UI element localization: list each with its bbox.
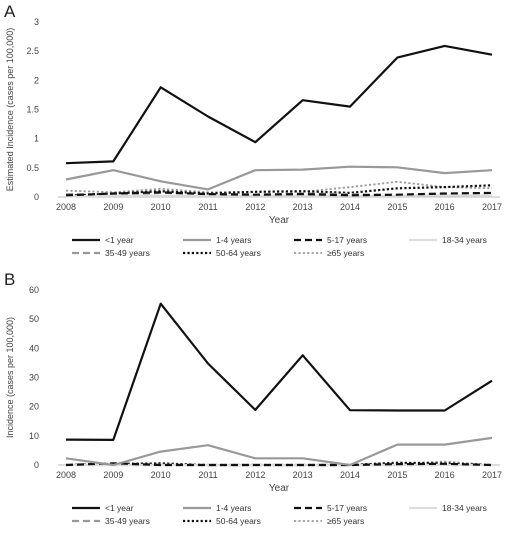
x-tick-label: 2011 [198,202,217,212]
series-line [65,436,493,467]
x-tick-label: 2016 [435,202,455,212]
y-tick-label: 10 [29,431,39,441]
legend-label: 5-17 years [327,503,367,513]
series-line [65,44,493,165]
panel-label: B [4,270,16,289]
y-tick-label: 1 [34,134,39,144]
y-tick-label: 20 [29,402,39,412]
legend-label: 35-49 years [105,248,150,258]
panel-label: A [4,2,16,21]
series-line [65,165,493,191]
legend-label: 5-17 years [327,235,367,245]
series-line [65,194,492,198]
legend-label: 1-4 years [216,503,251,513]
y-axis-label: Estimated Incidence (cases per 100,000) [5,28,15,192]
x-tick-label: 2016 [435,470,455,480]
x-tick-label: 2008 [56,202,76,212]
series-line [65,191,493,197]
y-tick-label: 0.5 [26,163,39,173]
y-tick-label: 1.5 [26,105,39,115]
y-tick-label: 3 [34,17,39,27]
chart-panel-b: B 0 10 20 30 40 50 60 2008 2009 2010 2011 2012 2013 2… [0,268,520,536]
series-line [65,462,493,467]
series-line [65,302,493,441]
legend-label: 18-34 years [442,235,487,245]
x-tick-label: 2012 [245,202,265,212]
x-tick-label: 2009 [103,470,123,480]
x-tick-label: 2013 [293,202,313,212]
x-tick-label: 2013 [293,470,313,480]
y-tick-label: 0 [34,460,39,470]
legend-label: <1 year [105,503,134,513]
chart-b-svg: 0 10 20 30 40 50 60 2008 2009 2010 2011 2012 2013 201… [5,285,502,526]
x-tick-label: 2017 [482,202,502,212]
x-tick-label: 2012 [245,470,265,480]
x-tick-label: 2011 [198,470,217,480]
y-tick-label: 60 [29,285,39,295]
y-axis-label: Incidence (cases per 100,000) [5,317,15,438]
x-tick-label: 2014 [340,470,360,480]
x-tick-label: 2010 [151,202,171,212]
x-tick-label: 2010 [151,470,171,480]
legend-label: 18-34 years [442,503,487,513]
x-tick-label: 2015 [387,202,407,212]
legend-label: 50-64 years [216,248,261,258]
x-tick-label: 2009 [103,202,123,212]
legend-label: ≥65 years [327,516,364,526]
x-axis-label: Year [269,215,290,226]
legend-label: 35-49 years [105,516,150,526]
y-tick-label: 30 [29,373,39,383]
legend-label: ≥65 years [327,248,364,258]
legend-label: 1-4 years [216,235,251,245]
y-tick-label: 2.5 [26,46,39,56]
x-tick-label: 2014 [340,202,360,212]
chart-a-svg: 0 0.5 1 1.5 2 2.5 3 2008 2009 2010 2011 2012 2013 201… [5,17,502,258]
x-tick-label: 2008 [56,470,76,480]
y-tick-label: 2 [34,75,39,85]
y-tick-label: 0 [34,192,39,202]
x-tick-label: 2015 [387,470,407,480]
y-tick-label: 40 [29,343,39,353]
legend-label: 50-64 years [216,516,261,526]
legend-label: <1 year [105,235,134,245]
y-tick-label: 50 [29,314,39,324]
x-tick-label: 2017 [482,470,502,480]
x-axis-label: Year [269,483,290,494]
chart-panel-a: A 0 0.5 1 1.5 2 2.5 3 2008 2009 2010 2011 2012 2013 2… [0,0,520,268]
